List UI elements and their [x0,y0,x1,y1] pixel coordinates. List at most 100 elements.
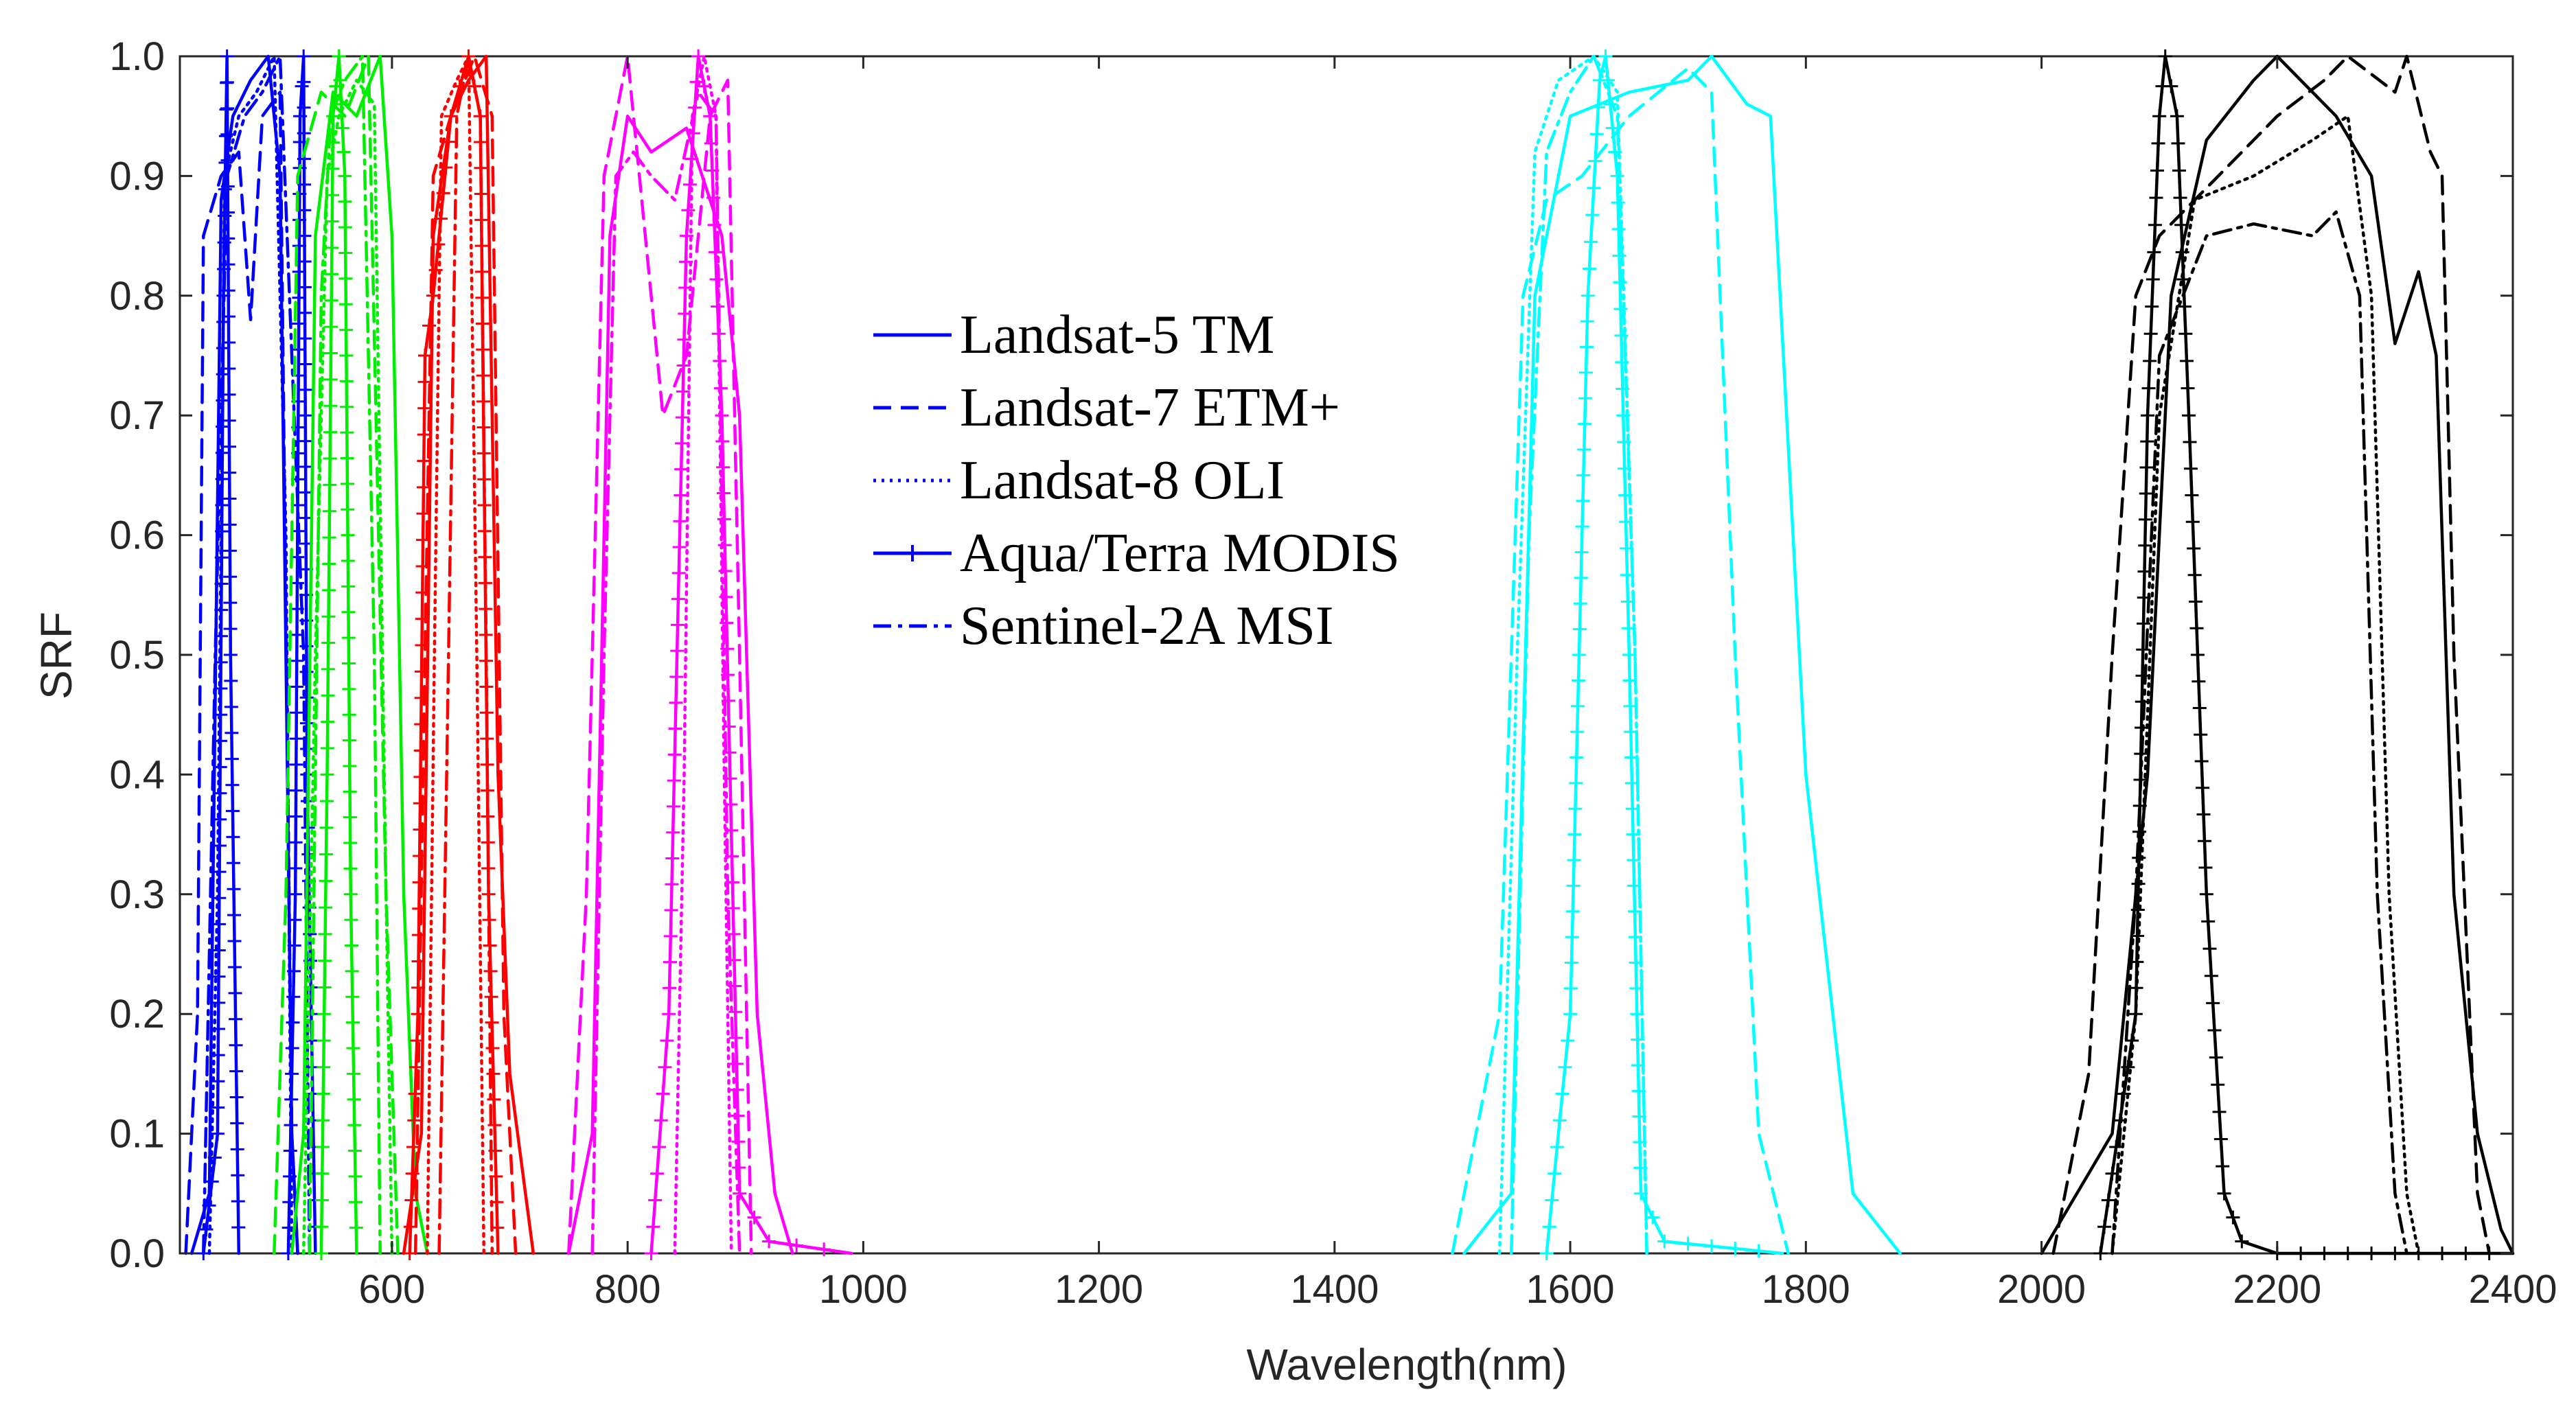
series-marker-blue [211,995,226,1010]
series-marker-blue [229,1012,243,1026]
series-marker-green [343,810,357,824]
y-tick-label: 0.6 [109,513,165,558]
series-marker-blue [290,653,304,668]
series-marker-swir2 [2182,408,2196,423]
series-marker-blue [286,990,301,1004]
x-tick-label: 2400 [2468,1267,2557,1312]
series-marker-green [340,399,354,414]
series-marker-blue [289,757,303,772]
series-marker-blue [285,1067,299,1081]
series-marker-green [345,1015,360,1030]
series-marker-swir1 [1572,622,1587,636]
series-marker-swir2 [2128,1007,2143,1021]
series-marker-green [322,504,336,518]
series-marker-red [411,1007,425,1021]
series-marker-swir2 [2197,834,2211,848]
series-marker-green [325,267,339,281]
series-marker-swir1 [1567,853,1581,867]
series-marker-green [315,1166,330,1181]
x-tick-label: 1800 [1762,1267,1850,1312]
series-marker-green [320,767,334,782]
series-marker-swir1 [1555,1087,1569,1101]
series-marker-blue [283,1169,297,1183]
series-marker-blue [299,716,314,730]
series-marker-green [318,927,332,941]
series-marker-nir [675,436,689,450]
series-marker-nir [666,825,680,839]
series-marker-blue [293,109,308,124]
series-marker-red [412,901,426,916]
series-marker-nir [671,592,685,606]
series-marker-blue [214,708,228,722]
series-marker-swir2 [2143,354,2157,368]
series-marker-nir [717,538,732,553]
series-marker-green [343,785,357,799]
series-marker-blue [221,231,235,246]
series-line-red [413,54,518,1255]
series-marker-swir2 [2178,327,2193,341]
series-marker-swir1 [1582,262,1596,276]
series-marker-swir2 [2138,538,2152,553]
y-tick-label: 1.0 [109,34,165,79]
y-tick-label: 0.1 [109,1112,165,1157]
series-marker-nir [679,229,693,243]
series-marker-green [320,741,334,756]
series-marker-red [415,559,430,573]
series-marker-swir1 [1646,1210,1660,1225]
series-marker-red [416,507,430,521]
series-marker-nir [667,747,682,762]
x-tick-label: 1600 [1526,1267,1615,1312]
series-marker-red [415,664,429,679]
series-marker-blue [299,691,314,705]
series-marker-green [338,297,353,312]
series-marker-red [408,1087,422,1101]
series-marker-swir2 [2196,807,2211,822]
series-marker-swir1 [1545,1193,1559,1207]
series-marker-swir2 [2183,461,2198,476]
series-marker-blue [223,570,238,584]
series-marker-swir2 [2135,721,2149,735]
series-marker-green [321,688,335,703]
series-marker-swir2 [2151,136,2165,150]
series-marker-red [417,428,431,442]
series-marker-nir [663,955,677,969]
series-marker-green [318,953,332,968]
series-marker-swir2 [2203,942,2217,956]
series-marker-green [323,425,337,439]
series-marker-swir1 [1611,196,1625,210]
series-marker-red [404,1193,419,1207]
series-marker-swir1 [1579,340,1594,354]
series-marker-green [343,733,357,747]
series-marker-swir2 [2147,245,2161,259]
series-marker-green [341,528,355,542]
series-marker-blue [286,964,301,978]
series-marker-green [338,194,352,209]
series-marker-blue [220,49,234,63]
series-marker-nir [720,616,734,630]
series-marker-green [323,478,337,492]
series-marker-swir2 [2185,488,2199,502]
series-marker-nir [682,177,697,192]
series-marker-red [486,1067,501,1081]
series-marker-green [341,605,356,619]
series-marker-swir2 [2130,929,2145,943]
ticks-layer: 600 800 1000 1200 1400 1600 1800 2000 2200 2400 0.… [109,34,2557,1312]
series-marker-blue [216,419,230,434]
series-marker-swir2 [2141,381,2156,395]
series-marker-swir2 [2181,381,2195,395]
series-marker-swir2 [2211,1078,2225,1092]
series-marker-swir1 [1564,955,1578,970]
series-marker-nir [667,774,681,788]
series-marker-blue [225,726,239,740]
series-marker-nir [665,851,680,866]
series-marker-green [345,964,359,978]
series-marker-nir [669,695,683,710]
series-marker-blue [230,1116,244,1131]
series-marker-red [406,1139,420,1154]
series-marker-swir1 [1571,699,1585,713]
series-marker-blue [292,213,307,227]
series-marker-blue [297,177,312,192]
series-marker-nir [675,410,689,425]
series-marker-blue [211,1022,225,1036]
series-marker-green [316,1087,330,1101]
